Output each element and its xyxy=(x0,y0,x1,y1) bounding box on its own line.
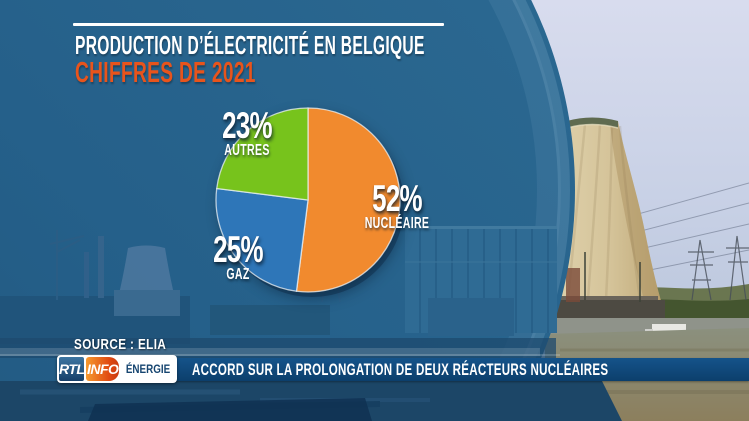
pie-label-autres-name: AUTRES xyxy=(224,142,270,159)
pie-label-gaz: 25% GAZ xyxy=(178,229,298,283)
pie-label-autres: 23% AUTRES xyxy=(187,105,307,159)
pie-label-nucleaire-name: NUCLÉAIRE xyxy=(364,215,430,232)
pie-label-autres-value: 23% xyxy=(222,105,272,146)
logo-tag-energie: ÉNERGIE xyxy=(125,362,171,376)
pie-label-nucleaire: 52% NUCLÉAIRE xyxy=(337,178,457,232)
page-title: PRODUCTION D’ÉLECTRICITÉ EN BELGIQUE xyxy=(75,30,425,60)
title-rule xyxy=(73,23,444,26)
rtl-logo-section: INFO xyxy=(86,357,119,381)
overlay-edge-glow-2 xyxy=(462,0,561,421)
photo-through-overlay xyxy=(0,226,560,358)
overlay-edge-glow xyxy=(487,0,570,421)
rtl-info-logo: RTL INFO ÉNERGIE xyxy=(57,355,177,383)
foreground-water xyxy=(0,381,622,421)
source-label: SOURCE : ELIA xyxy=(74,336,167,353)
ticker-bar: ACCORD SUR LA PROLONGATION DE DEUX RÉACT… xyxy=(62,358,749,381)
ticker-headline: ACCORD SUR LA PROLONGATION DE DEUX RÉACT… xyxy=(192,360,609,379)
pie-slice-gaz xyxy=(215,187,309,292)
pie-slice-autres xyxy=(216,107,309,201)
pie-label-gaz-value: 25% xyxy=(213,229,263,270)
pylons xyxy=(688,235,749,301)
pie-slice-nucléaire xyxy=(295,107,401,293)
pie-chart xyxy=(215,107,404,297)
page-subtitle: CHIFFRES DE 2021 xyxy=(75,57,256,89)
rtl-logo-brand: RTL xyxy=(59,357,85,381)
pie-label-nucleaire-value: 52% xyxy=(372,178,422,219)
pie-label-gaz-name: GAZ xyxy=(226,266,250,283)
